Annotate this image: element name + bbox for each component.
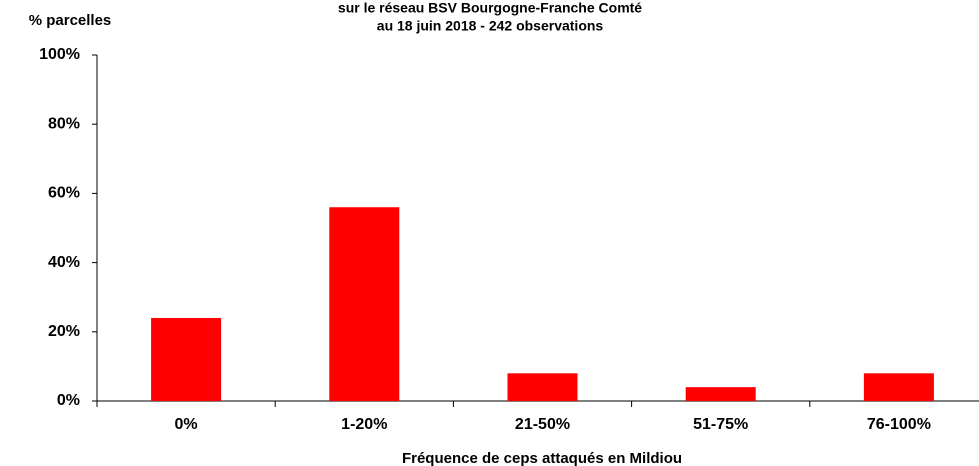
- y-tick-label: 20%: [48, 323, 80, 340]
- x-tick-label: 1-20%: [341, 416, 387, 433]
- y-tick-label: 0%: [57, 392, 80, 409]
- y-tick-label: 60%: [48, 185, 80, 202]
- x-tick-label: 51-75%: [693, 416, 748, 433]
- x-axis-label: Fréquence de ceps attaqués en Mildiou: [402, 450, 682, 466]
- bar: [507, 373, 578, 401]
- bar: [863, 373, 934, 401]
- x-tick-label: 76-100%: [867, 416, 931, 433]
- bar: [151, 317, 222, 401]
- bar: [329, 207, 400, 401]
- y-tick-label: 40%: [48, 254, 80, 271]
- y-tick-label: 80%: [48, 115, 80, 132]
- y-axis-label: % parcelles: [29, 12, 112, 29]
- bar: [685, 387, 756, 401]
- y-tick-label: 100%: [39, 46, 80, 63]
- x-tick-label: 21-50%: [515, 416, 570, 433]
- chart-title: sur le réseau BSV Bourgogne-Franche Comt…: [338, 0, 642, 16]
- chart-subtitle: au 18 juin 2018 - 242 observations: [377, 18, 604, 34]
- x-tick-label: 0%: [175, 416, 198, 433]
